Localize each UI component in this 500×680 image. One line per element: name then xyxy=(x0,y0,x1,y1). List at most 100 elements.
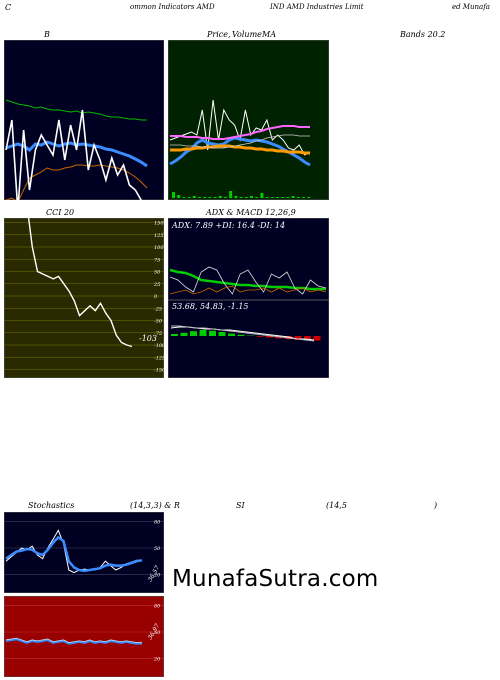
volume-bar xyxy=(182,197,186,198)
volume-bar xyxy=(177,195,181,198)
volume-bar xyxy=(286,197,290,198)
macd-values: 53.68, 54.83, -1.15 xyxy=(172,302,249,311)
volume-bar xyxy=(260,193,264,198)
volume-bar xyxy=(208,197,212,198)
price-ma-long-line xyxy=(170,144,310,155)
cci-grid: 1751501251007550250-25-50-75-100-125-150… xyxy=(4,221,164,374)
rsi-params: (14,5 xyxy=(326,501,347,510)
cci-line xyxy=(27,218,133,348)
macd-bar xyxy=(256,336,264,337)
price-ma-panel xyxy=(168,40,329,200)
macd-bar xyxy=(171,334,178,336)
volume-bar xyxy=(229,191,233,198)
volume-bar xyxy=(203,197,207,198)
macd-bar xyxy=(199,330,207,336)
volume-bar xyxy=(192,196,196,198)
price-ma-mid-line xyxy=(170,125,310,140)
stoch-d-line xyxy=(5,535,143,573)
volume-bar xyxy=(234,196,238,198)
macd-bar xyxy=(313,336,321,341)
adx-title: ADX & MACD 12,26,9 xyxy=(206,208,296,217)
cci-tick-label: -75 xyxy=(154,331,162,337)
stoch-tick-label: 20 xyxy=(153,572,161,578)
price-title-a: Price, xyxy=(207,30,231,39)
cci-title: CCI 20 xyxy=(46,208,75,217)
volume-bar xyxy=(198,197,201,198)
cci-panel: 1751501251007550250-25-50-75-100-125-150… xyxy=(4,218,164,378)
macd-bar xyxy=(294,336,302,340)
cci-tick-label: -125 xyxy=(154,355,164,361)
rsi-close: ) xyxy=(434,501,438,510)
rsi-title: SI xyxy=(236,501,245,510)
cci-tick-label: -50 xyxy=(154,319,163,325)
volume-bar xyxy=(172,192,175,198)
bollinger-title: B xyxy=(44,30,50,39)
bollinger-lower-line xyxy=(5,164,148,200)
bollinger-price-line xyxy=(5,109,143,200)
cci-tick-label: 0 xyxy=(154,294,158,300)
bollinger-panel xyxy=(4,40,164,200)
macd-bar xyxy=(218,332,226,336)
header-mid2: IND AMD Industries Limit xyxy=(270,3,364,11)
bands-title: Bands 20.2 xyxy=(400,30,446,39)
adx-macd-panel: ADX: 7.89 +DI: 16.4 -DI: 14 53.68, 54.83… xyxy=(168,218,329,378)
macd-bar xyxy=(180,332,188,336)
volume-bar xyxy=(244,197,248,198)
rsi-tick-label: 20 xyxy=(153,656,161,662)
stoch-grid: 80 50 20 xyxy=(4,520,164,578)
cci-tick-label: 25 xyxy=(153,282,160,288)
price-ma-env-line xyxy=(170,134,310,149)
volume-bar xyxy=(255,197,259,198)
volume-bar xyxy=(218,196,222,198)
stoch-params: (14,3,3) & R xyxy=(130,501,180,510)
volume-bar xyxy=(213,197,217,198)
header-mid1: ommon Indicators AMD xyxy=(130,3,215,11)
cci-tick-label: 100 xyxy=(154,245,164,251)
rsi-tick-label: 50 xyxy=(154,630,161,636)
watermark: MunafaSutra.com xyxy=(172,566,379,592)
rsi-line xyxy=(5,637,142,645)
adx-values: ADX: 7.89 +DI: 16.4 -DI: 14 xyxy=(171,221,285,230)
volume-bar xyxy=(224,197,227,198)
macd-bar xyxy=(209,330,216,336)
rsi-thin-line xyxy=(5,637,142,643)
cci-tick-label: -25 xyxy=(154,306,162,312)
cci-tick-label: 50 xyxy=(154,270,161,276)
price-title-c: MA xyxy=(262,30,276,39)
price-ma-volume-bars xyxy=(172,191,311,198)
volume-bar xyxy=(239,197,243,198)
cci-value: -103 xyxy=(139,334,157,343)
volume-bar xyxy=(276,197,279,198)
adx-line xyxy=(169,268,326,291)
plus-di-line xyxy=(169,266,327,295)
macd-bar xyxy=(304,336,311,341)
cci-tick-label: 150 xyxy=(154,221,164,227)
stoch-tick-label: 80 xyxy=(154,520,161,526)
macd-bar xyxy=(266,336,273,338)
volume-bar xyxy=(307,197,311,198)
rsi-tick-label: 80 xyxy=(154,604,161,610)
volume-bar xyxy=(291,196,295,198)
cci-tick-label: -100 xyxy=(154,343,164,349)
cci-tick-label: 75 xyxy=(154,257,160,263)
rsi-grid: 80 50 20 xyxy=(4,604,164,662)
volume-bar xyxy=(187,197,191,198)
price-title-b: Volume xyxy=(232,30,262,39)
cci-tick-label: 125 xyxy=(154,233,164,239)
minus-di-line xyxy=(169,285,327,295)
bollinger-upper-line xyxy=(5,99,147,121)
stoch-title: Stochastics xyxy=(28,501,75,510)
macd-bar xyxy=(228,333,235,336)
volume-bar xyxy=(302,197,305,198)
header-right: ed Munafa xyxy=(452,3,490,11)
volume-bar xyxy=(296,197,300,198)
macd-bar xyxy=(190,331,197,336)
header-left: C xyxy=(5,3,12,12)
macd-bar xyxy=(237,334,245,336)
stoch-tick-label: 50 xyxy=(154,546,161,552)
volume-bar xyxy=(250,196,253,198)
cci-tick-label: -150 xyxy=(154,368,164,374)
volume-bar xyxy=(270,197,274,198)
